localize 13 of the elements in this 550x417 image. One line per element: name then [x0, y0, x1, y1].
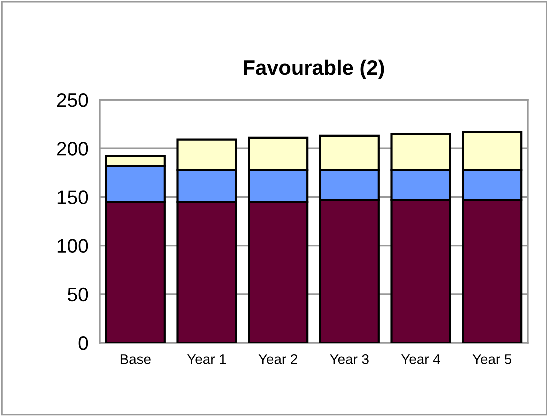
y-tick-label: 0 [78, 336, 88, 350]
x-tick-label: Year 4 [401, 354, 440, 364]
y-tick-label: 200 [57, 142, 88, 156]
y-tick-label: 150 [58, 190, 88, 204]
x-tick-label: Year 1 [187, 354, 226, 364]
y-tick-label: 50 [68, 288, 88, 302]
x-tick-label: Year 3 [330, 354, 369, 364]
y-tick-label: 100 [58, 239, 88, 254]
chart-title: Favourable (2) [244, 60, 384, 80]
x-tick-label: Year 5 [472, 354, 512, 364]
x-tick-label: Year 2 [258, 354, 298, 364]
x-tick-label: Base [120, 354, 151, 364]
y-tick-label: 250 [57, 93, 88, 108]
